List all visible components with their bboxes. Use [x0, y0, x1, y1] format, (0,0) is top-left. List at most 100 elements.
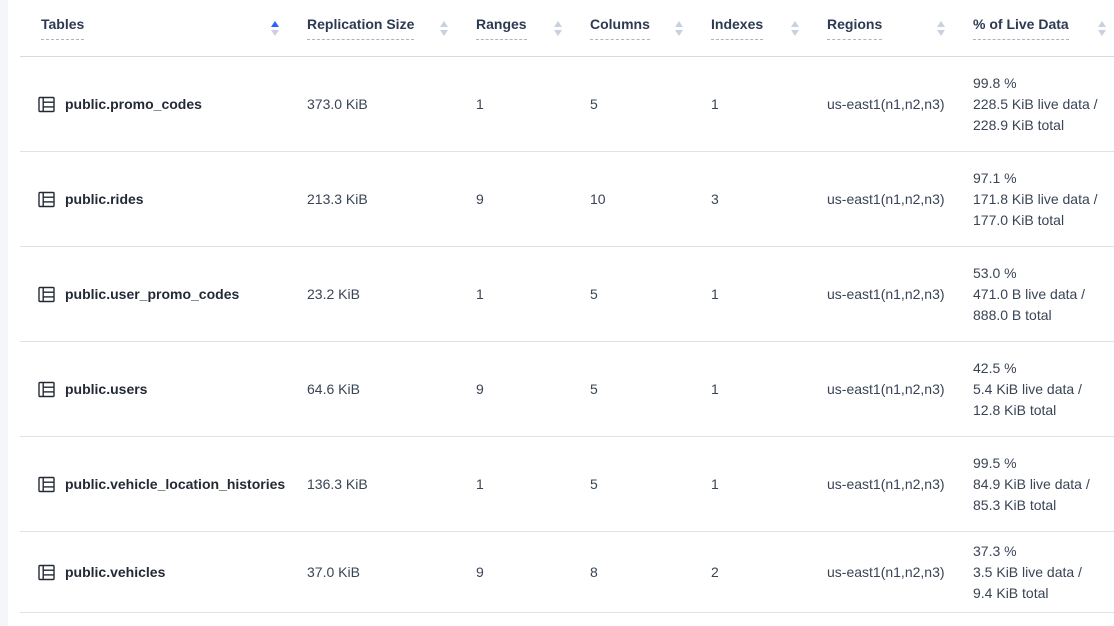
replication-size-cell: 23.2 KiB [307, 285, 360, 302]
regions-cell: us-east1(n1,n2,n3) [827, 285, 945, 302]
columns-cell: 8 [590, 563, 598, 580]
regions-cell: us-east1(n1,n2,n3) [827, 190, 945, 207]
table-name-link[interactable]: public.vehicles [65, 563, 166, 580]
caret-down-icon [937, 29, 945, 36]
indexes-cell: 3 [711, 190, 719, 207]
live-data-amount: 84.9 KiB live data / [973, 475, 1090, 492]
table-grid-icon [38, 286, 55, 302]
column-header-label: Regions [827, 16, 883, 40]
regions-cell: us-east1(n1,n2,n3) [827, 475, 945, 492]
sort-arrows-icon [791, 20, 799, 36]
ranges-cell: 9 [476, 563, 484, 580]
live-data-amount: 5.4 KiB live data / [973, 380, 1082, 397]
column-header-columns[interactable]: Columns [590, 16, 711, 40]
live-data-total: 177.0 KiB total [973, 211, 1065, 228]
indexes-cell: 1 [711, 475, 719, 492]
live-data-total: 888.0 B total [973, 306, 1052, 323]
sort-arrows-icon [440, 20, 448, 36]
caret-up-icon [937, 20, 945, 27]
table-row: public.promo_codes 373.0 KiB 1 5 1 us-east1(n… [20, 57, 1114, 152]
replication-size-cell: 37.0 KiB [307, 563, 360, 580]
caret-down-icon [554, 29, 562, 36]
replication-size-cell: 213.3 KiB [307, 190, 368, 207]
table-name-cell: public.vehicles [20, 563, 307, 582]
live-data-cell: 37.3 % 3.5 KiB live data / 9.4 KiB total [973, 541, 1114, 604]
sort-arrows-icon [937, 20, 945, 36]
table-row: public.vehicle_location_histories 136.3 K… [20, 437, 1114, 532]
table-grid-icon [38, 381, 55, 397]
table-row: public.rides 213.3 KiB 9 10 3 us-east1(n1,n2,… [20, 152, 1114, 247]
live-data-total: 9.4 KiB total [973, 584, 1049, 601]
indexes-cell: 2 [711, 563, 719, 580]
regions-cell: us-east1(n1,n2,n3) [827, 563, 945, 580]
live-data-cell: 53.0 % 471.0 B live data / 888.0 B total [973, 263, 1114, 326]
replication-size-cell: 64.6 KiB [307, 380, 360, 397]
column-header-label: Indexes [711, 16, 764, 40]
live-data-cell: 99.5 % 84.9 KiB live data / 85.3 KiB total [973, 453, 1114, 516]
regions-cell: us-east1(n1,n2,n3) [827, 95, 945, 112]
table-grid-icon [38, 476, 55, 492]
ranges-cell: 1 [476, 475, 484, 492]
column-header-label: Tables [41, 16, 85, 40]
columns-cell: 5 [590, 95, 598, 112]
table-name-link[interactable]: public.users [65, 380, 148, 397]
table-name-cell: public.vehicle_location_histories [20, 475, 307, 494]
column-header-live-data[interactable]: % of Live Data [973, 16, 1114, 40]
column-header-label: Columns [590, 16, 650, 40]
table-row: public.vehicles 37.0 KiB 9 8 2 us-east1(n1,n2… [20, 532, 1114, 613]
live-data-percent: 97.1 % [973, 169, 1017, 186]
column-header-regions[interactable]: Regions [827, 16, 973, 40]
table-grid-icon [38, 564, 55, 580]
live-data-amount: 471.0 B live data / [973, 285, 1086, 302]
live-data-percent: 37.3 % [973, 542, 1017, 559]
replication-size-cell: 373.0 KiB [307, 95, 368, 112]
caret-down-icon [271, 29, 279, 36]
columns-cell: 5 [590, 380, 598, 397]
table-row: public.users 64.6 KiB 9 5 1 us-east1(n1,n2,n3… [20, 342, 1114, 437]
columns-cell: 5 [590, 475, 598, 492]
live-data-percent: 99.8 % [973, 74, 1017, 91]
ranges-cell: 9 [476, 190, 484, 207]
replication-size-cell: 136.3 KiB [307, 475, 368, 492]
columns-cell: 10 [590, 190, 606, 207]
column-header-replication-size[interactable]: Replication Size [307, 16, 476, 40]
live-data-total: 12.8 KiB total [973, 401, 1057, 418]
caret-down-icon [1098, 29, 1106, 36]
live-data-percent: 99.5 % [973, 454, 1017, 471]
live-data-cell: 42.5 % 5.4 KiB live data / 12.8 KiB total [973, 358, 1114, 421]
live-data-percent: 42.5 % [973, 359, 1017, 376]
column-header-label: % of Live Data [973, 16, 1069, 40]
table-name-cell: public.user_promo_codes [20, 285, 307, 304]
ranges-cell: 1 [476, 285, 484, 302]
ranges-cell: 9 [476, 380, 484, 397]
caret-up-icon [675, 20, 683, 27]
column-header-indexes[interactable]: Indexes [711, 16, 827, 40]
indexes-cell: 1 [711, 380, 719, 397]
live-data-cell: 99.8 % 228.5 KiB live data / 228.9 KiB tot… [973, 73, 1114, 136]
caret-up-icon [1098, 20, 1106, 27]
table-header-row: Tables Replication Size Ranges Columns Index… [20, 0, 1114, 57]
caret-up-icon [271, 20, 279, 27]
database-tables-table: Tables Replication Size Ranges Columns Index… [20, 0, 1114, 626]
table-name-cell: public.users [20, 380, 307, 399]
table-name-link[interactable]: public.promo_codes [65, 95, 202, 112]
caret-down-icon [440, 29, 448, 36]
table-name-link[interactable]: public.rides [65, 190, 144, 207]
sort-arrows-icon [675, 20, 683, 36]
live-data-amount: 171.8 KiB live data / [973, 190, 1098, 207]
caret-up-icon [554, 20, 562, 27]
live-data-amount: 3.5 KiB live data / [973, 563, 1082, 580]
caret-down-icon [791, 29, 799, 36]
table-name-link[interactable]: public.user_promo_codes [65, 285, 240, 302]
indexes-cell: 1 [711, 285, 719, 302]
column-header-label: Ranges [476, 16, 527, 40]
caret-up-icon [791, 20, 799, 27]
table-body: public.promo_codes 373.0 KiB 1 5 1 us-east1(n… [20, 57, 1114, 613]
left-gutter [0, 0, 8, 626]
column-header-tables[interactable]: Tables [20, 16, 307, 40]
column-header-ranges[interactable]: Ranges [476, 16, 590, 40]
table-name-link[interactable]: public.vehicle_location_histories [65, 475, 286, 492]
table-grid-icon [38, 191, 55, 207]
live-data-amount: 228.5 KiB live data / [973, 95, 1098, 112]
